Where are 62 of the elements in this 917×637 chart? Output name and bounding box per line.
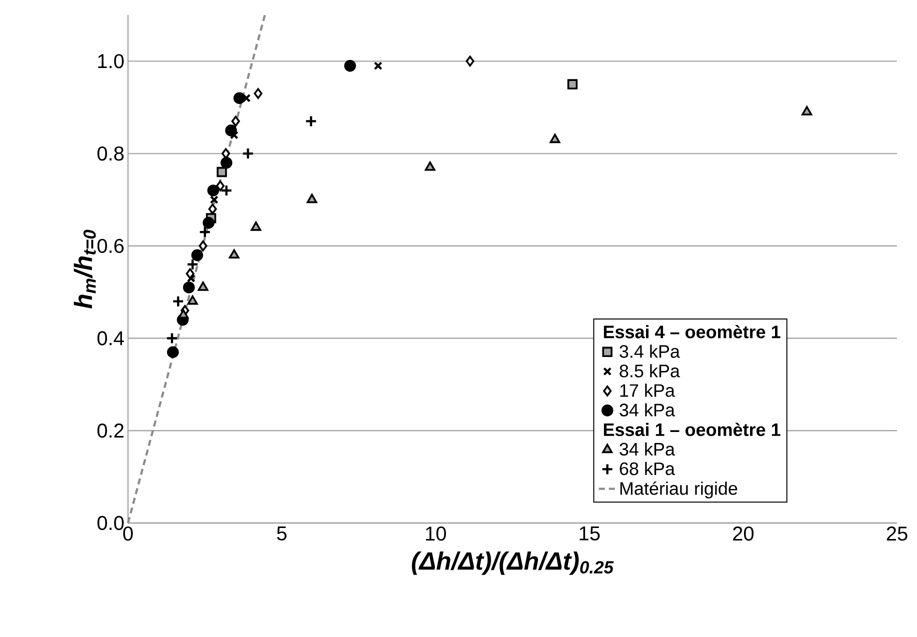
- y-tick-label: 0.2: [97, 424, 124, 438]
- legend-label: Matériau rigide: [620, 481, 738, 498]
- point: [250, 222, 262, 231]
- point: [254, 88, 262, 99]
- point: [216, 166, 227, 178]
- y-tick-label: 0.6: [97, 238, 124, 253]
- annotation: Essai 1 – oeomètre 1: [604, 422, 780, 436]
- x-tick-label: 15: [580, 526, 600, 540]
- point: [198, 282, 208, 291]
- point: [198, 240, 208, 252]
- point: [306, 194, 318, 204]
- point: [220, 184, 233, 197]
- x-tick-label: 0: [123, 526, 133, 541]
- point: [208, 204, 217, 214]
- point: [233, 92, 246, 104]
- point: [220, 156, 232, 169]
- x-tick-label: 5: [277, 526, 287, 540]
- point: [222, 148, 230, 159]
- point: [178, 309, 189, 319]
- y-tick-label: 0.0: [97, 516, 124, 530]
- point: [424, 161, 436, 171]
- legend-label: 34 kPa: [620, 403, 675, 416]
- point: [183, 282, 195, 294]
- point: [187, 295, 198, 305]
- point: [191, 249, 204, 262]
- point: [466, 56, 474, 67]
- point: [225, 124, 237, 136]
- x-axis-title: (Δh/Δt)/(Δh/Δt)$_{0.25}$: [412, 552, 614, 575]
- y-tick-label: 0.4: [97, 331, 124, 346]
- point: [166, 332, 178, 344]
- y-tick-label: 1.0: [98, 54, 124, 68]
- point: [550, 134, 560, 144]
- point: [186, 268, 194, 280]
- point: [374, 62, 382, 70]
- y-axis-title: h$_{m}$/h$_{t=0}$: [74, 230, 96, 308]
- point: [186, 258, 199, 270]
- point: [802, 106, 812, 116]
- x-tick-label: 20: [733, 526, 754, 541]
- point: [228, 249, 240, 259]
- point: [202, 216, 214, 229]
- point: [207, 184, 220, 196]
- point: [167, 346, 179, 358]
- point: [172, 295, 184, 308]
- legend-title: Essai 4 – oeomètre 1: [604, 324, 780, 338]
- x-tick-label: 10: [426, 526, 446, 541]
- point: [230, 130, 238, 140]
- point: [210, 195, 218, 204]
- point: [567, 79, 578, 90]
- point: [186, 274, 196, 283]
- legend-label: 34 kPa: [620, 442, 675, 456]
- point: [344, 60, 356, 72]
- point: [231, 116, 240, 127]
- legend-label: 8.5 kPa: [620, 364, 680, 378]
- point: [216, 180, 225, 192]
- x-tick-label: 25: [886, 526, 908, 541]
- point: [198, 226, 211, 238]
- legend-label: 3.4 kPa: [620, 344, 680, 358]
- point: [304, 115, 318, 128]
- point: [242, 147, 254, 160]
- y-tick-label: 0.8: [97, 146, 124, 161]
- legend-label: 68 kPa: [620, 462, 675, 476]
- legend-label: 17 kPa: [620, 384, 675, 397]
